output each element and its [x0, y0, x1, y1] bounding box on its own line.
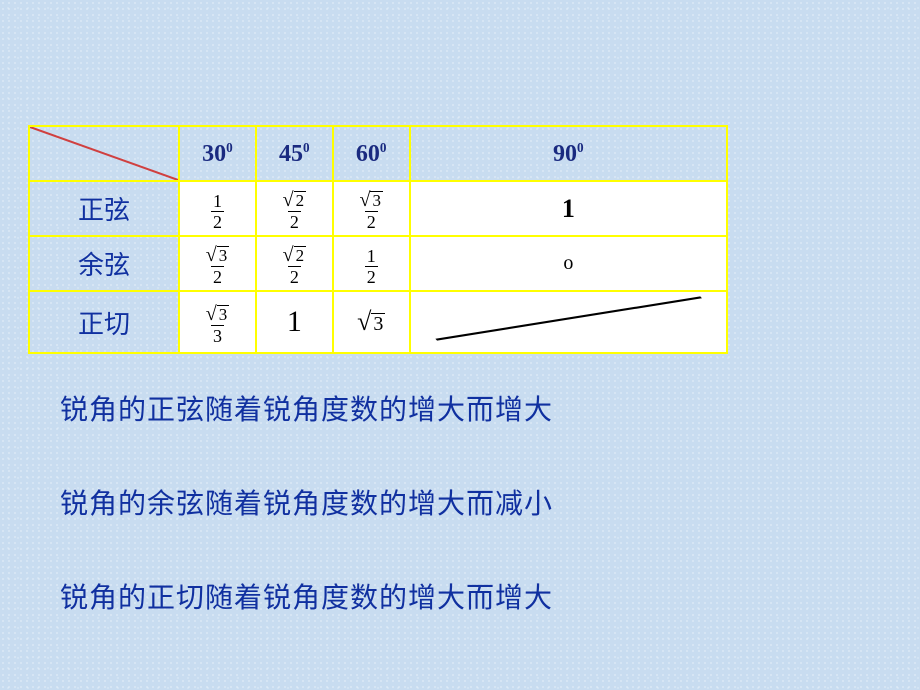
cell-tan-90	[410, 291, 727, 353]
row-tangent: 正切 √33 1 √3	[29, 291, 727, 353]
cell-sin-90: 1	[410, 181, 727, 236]
cell-sin-30: 12	[179, 181, 256, 236]
note-tangent: 锐角的正切随着锐角度数的增大而增大	[60, 576, 553, 616]
row-label-tangent: 正切	[29, 291, 179, 353]
col-header-45: 450	[256, 126, 333, 181]
cell-cos-60: 12	[333, 236, 410, 291]
cell-cos-45: √22	[256, 236, 333, 291]
note-sine: 锐角的正弦随着锐角度数的增大而增大	[60, 388, 553, 428]
trig-table: 300 450 600 900 正弦 12 √22 √32 1 余弦 √32	[28, 125, 728, 354]
col-header-90: 900	[410, 126, 727, 181]
cell-cos-30: √32	[179, 236, 256, 291]
header-row: 300 450 600 900	[29, 126, 727, 181]
cell-tan-45: 1	[256, 291, 333, 353]
row-label-sine: 正弦	[29, 181, 179, 236]
row-label-cosine: 余弦	[29, 236, 179, 291]
note-cosine: 锐角的余弦随着锐角度数的增大而减小	[60, 482, 553, 522]
diagonal-header-cell	[29, 126, 179, 181]
table: 300 450 600 900 正弦 12 √22 √32 1 余弦 √32	[28, 125, 728, 354]
row-cosine: 余弦 √32 √22 12 o	[29, 236, 727, 291]
cell-cos-90: o	[410, 236, 727, 291]
col-header-30: 300	[179, 126, 256, 181]
cell-tan-30: √33	[179, 291, 256, 353]
notes-block: 锐角的正弦随着锐角度数的增大而增大 锐角的余弦随着锐角度数的增大而减小 锐角的正…	[60, 388, 553, 616]
cell-tan-60: √3	[333, 291, 410, 353]
cell-sin-60: √32	[333, 181, 410, 236]
col-header-60: 600	[333, 126, 410, 181]
row-sine: 正弦 12 √22 √32 1	[29, 181, 727, 236]
cell-sin-45: √22	[256, 181, 333, 236]
